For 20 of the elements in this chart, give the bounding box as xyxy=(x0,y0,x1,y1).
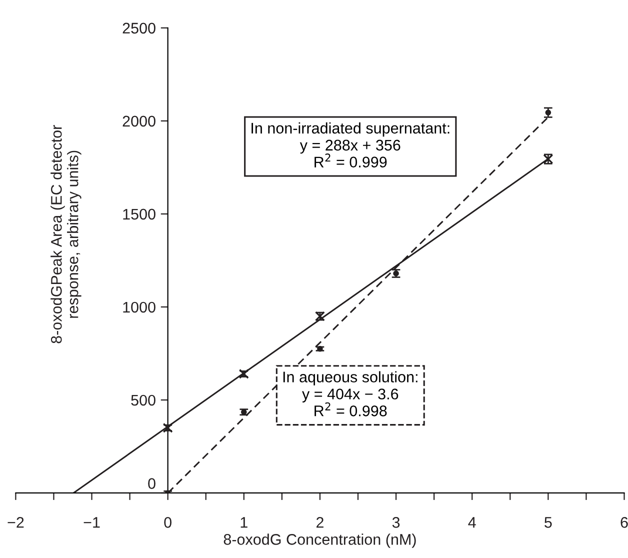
x-tick-label: 1 xyxy=(240,517,248,528)
x-tick-label: 2 xyxy=(316,517,324,528)
x-tick-label: 6 xyxy=(620,517,628,528)
x-axis-title: 8-oxodG Concentration (nM) xyxy=(224,534,416,548)
annotation: In aqueous solution: y = 404x − 3.6 R$^{2}$ = 0.998 xyxy=(283,371,418,416)
point xyxy=(162,422,173,433)
x-tick-label: 4 xyxy=(468,517,476,528)
x-tick-label: −1 xyxy=(84,517,100,528)
x-tick-label: 5 xyxy=(544,517,552,528)
y-tick-label: 2000 xyxy=(122,116,156,127)
x-tick-label: −2 xyxy=(8,517,24,528)
y-axis-title: 8-oxodGPeak Area (EC detector response, arbitrary units) xyxy=(50,125,82,344)
x-tick-label: 0 xyxy=(164,517,172,528)
y-tick-label: 0 xyxy=(148,478,156,489)
y-tick-label: 1000 xyxy=(123,302,156,313)
annotation: In non-irradiated supernatant: y = 288x + 356 R$^{2}$ = 0.999 xyxy=(252,122,450,168)
y-tick-label: 1500 xyxy=(123,208,156,220)
y-tick-label: 2500 xyxy=(122,22,156,34)
x-tick-label: 3 xyxy=(392,517,400,528)
y-tick-label: 500 xyxy=(131,394,156,406)
